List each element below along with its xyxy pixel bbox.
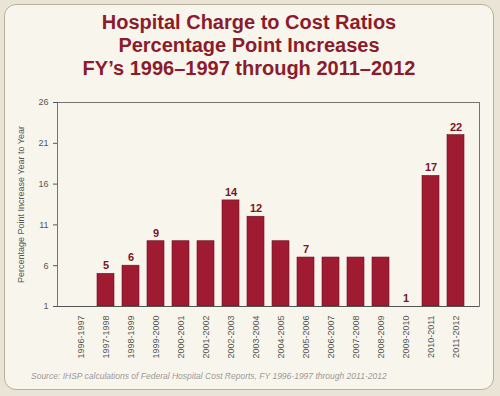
svg-text:2004-2005: 2004-2005 xyxy=(276,316,286,359)
svg-text:12: 12 xyxy=(250,202,262,214)
svg-text:2005-2006: 2005-2006 xyxy=(301,316,311,359)
svg-text:2006-2007: 2006-2007 xyxy=(326,316,336,359)
svg-text:2002-2003: 2002-2003 xyxy=(226,316,236,359)
svg-text:6: 6 xyxy=(128,251,134,263)
svg-text:22: 22 xyxy=(450,121,462,133)
svg-text:2011-2012: 2011-2012 xyxy=(451,316,461,358)
svg-text:Percentage Point Increase Year: Percentage Point Increase Year to Year xyxy=(16,126,26,283)
svg-text:1: 1 xyxy=(43,301,48,311)
svg-text:6: 6 xyxy=(43,261,48,271)
svg-text:2003-2004: 2003-2004 xyxy=(251,316,261,359)
svg-text:2009-2010: 2009-2010 xyxy=(401,316,411,359)
svg-text:2007-2008: 2007-2008 xyxy=(351,316,361,359)
svg-text:1: 1 xyxy=(403,292,409,304)
svg-text:2008-2009: 2008-2009 xyxy=(376,316,386,359)
svg-text:1999-2000: 1999-2000 xyxy=(151,316,161,359)
svg-text:1997-1998: 1997-1998 xyxy=(101,316,111,359)
html-text:Hospital Charge to Cost Ratios: Hospital Charge to Cost Ratios Percentag… xyxy=(82,11,416,79)
svg-text:17: 17 xyxy=(425,161,437,173)
svg-text:1998-1999: 1998-1999 xyxy=(126,316,136,359)
svg-text:16: 16 xyxy=(38,179,48,189)
svg-text:1996-1997: 1996-1997 xyxy=(76,316,86,359)
svg-text:9: 9 xyxy=(153,227,159,239)
svg-text:21: 21 xyxy=(38,138,48,148)
svg-text:2010-2011: 2010-2011 xyxy=(426,316,436,358)
svg-text:2001-2002: 2001-2002 xyxy=(201,316,211,359)
html-text:Source: IHSP calculations of F: Source: IHSP calculations of Federal Hos… xyxy=(31,371,387,381)
svg-text:7: 7 xyxy=(303,243,309,255)
svg-text:5: 5 xyxy=(103,259,109,271)
svg-text:14: 14 xyxy=(225,186,238,198)
svg-text:26: 26 xyxy=(38,97,48,107)
svg-text:2000-2001: 2000-2001 xyxy=(176,316,186,359)
svg-text:11: 11 xyxy=(39,220,48,230)
